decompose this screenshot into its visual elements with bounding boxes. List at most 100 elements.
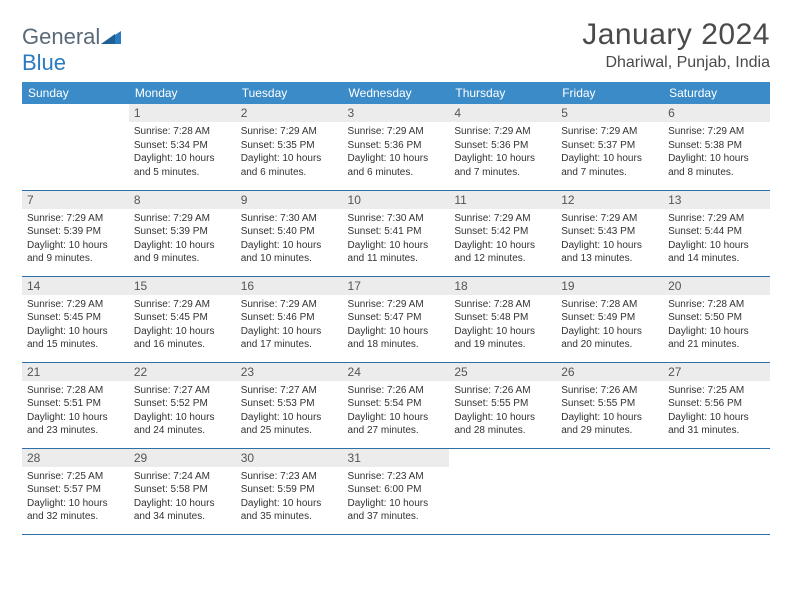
calendar-cell: 11Sunrise: 7:29 AMSunset: 5:42 PMDayligh… (449, 190, 556, 276)
weekday-header: Monday (129, 82, 236, 104)
calendar-cell: 9Sunrise: 7:30 AMSunset: 5:40 PMDaylight… (236, 190, 343, 276)
calendar-cell: 2Sunrise: 7:29 AMSunset: 5:35 PMDaylight… (236, 104, 343, 190)
day-number: 28 (22, 449, 129, 467)
calendar-row: 1Sunrise: 7:28 AMSunset: 5:34 PMDaylight… (22, 104, 770, 190)
calendar-cell: 30Sunrise: 7:23 AMSunset: 5:59 PMDayligh… (236, 448, 343, 534)
day-details: Sunrise: 7:29 AMSunset: 5:36 PMDaylight:… (449, 122, 556, 183)
brand-text: GeneralBlue (22, 24, 121, 76)
day-number: 2 (236, 104, 343, 122)
day-details: Sunrise: 7:29 AMSunset: 5:47 PMDaylight:… (343, 295, 450, 356)
day-details: Sunrise: 7:29 AMSunset: 5:39 PMDaylight:… (129, 209, 236, 270)
calendar-cell: 12Sunrise: 7:29 AMSunset: 5:43 PMDayligh… (556, 190, 663, 276)
day-details: Sunrise: 7:29 AMSunset: 5:45 PMDaylight:… (129, 295, 236, 356)
day-number: 6 (663, 104, 770, 122)
logo-triangle-icon (101, 24, 121, 50)
day-number: 9 (236, 191, 343, 209)
day-details: Sunrise: 7:24 AMSunset: 5:58 PMDaylight:… (129, 467, 236, 528)
calendar-cell: 3Sunrise: 7:29 AMSunset: 5:36 PMDaylight… (343, 104, 450, 190)
calendar-cell: 19Sunrise: 7:28 AMSunset: 5:49 PMDayligh… (556, 276, 663, 362)
header: GeneralBlue January 2024 Dhariwal, Punja… (22, 18, 770, 76)
day-number: 29 (129, 449, 236, 467)
day-details: Sunrise: 7:29 AMSunset: 5:36 PMDaylight:… (343, 122, 450, 183)
calendar-cell: 18Sunrise: 7:28 AMSunset: 5:48 PMDayligh… (449, 276, 556, 362)
calendar-body: 1Sunrise: 7:28 AMSunset: 5:34 PMDaylight… (22, 104, 770, 534)
day-details: Sunrise: 7:26 AMSunset: 5:55 PMDaylight:… (449, 381, 556, 442)
calendar-cell: 20Sunrise: 7:28 AMSunset: 5:50 PMDayligh… (663, 276, 770, 362)
brand-part1: General (22, 24, 100, 49)
day-details: Sunrise: 7:30 AMSunset: 5:41 PMDaylight:… (343, 209, 450, 270)
calendar-cell: 5Sunrise: 7:29 AMSunset: 5:37 PMDaylight… (556, 104, 663, 190)
day-details: Sunrise: 7:23 AMSunset: 6:00 PMDaylight:… (343, 467, 450, 528)
calendar-cell: 8Sunrise: 7:29 AMSunset: 5:39 PMDaylight… (129, 190, 236, 276)
day-number: 24 (343, 363, 450, 381)
day-number: 3 (343, 104, 450, 122)
calendar-row: 28Sunrise: 7:25 AMSunset: 5:57 PMDayligh… (22, 448, 770, 534)
day-number: 21 (22, 363, 129, 381)
day-details: Sunrise: 7:25 AMSunset: 5:57 PMDaylight:… (22, 467, 129, 528)
day-number: 16 (236, 277, 343, 295)
day-number: 13 (663, 191, 770, 209)
calendar-cell: 24Sunrise: 7:26 AMSunset: 5:54 PMDayligh… (343, 362, 450, 448)
day-details: Sunrise: 7:28 AMSunset: 5:51 PMDaylight:… (22, 381, 129, 442)
day-details: Sunrise: 7:26 AMSunset: 5:55 PMDaylight:… (556, 381, 663, 442)
calendar-cell: 23Sunrise: 7:27 AMSunset: 5:53 PMDayligh… (236, 362, 343, 448)
calendar-row: 7Sunrise: 7:29 AMSunset: 5:39 PMDaylight… (22, 190, 770, 276)
calendar-cell (22, 104, 129, 190)
day-number: 30 (236, 449, 343, 467)
calendar-cell: 26Sunrise: 7:26 AMSunset: 5:55 PMDayligh… (556, 362, 663, 448)
calendar-cell: 22Sunrise: 7:27 AMSunset: 5:52 PMDayligh… (129, 362, 236, 448)
month-title: January 2024 (582, 18, 770, 52)
day-details: Sunrise: 7:29 AMSunset: 5:43 PMDaylight:… (556, 209, 663, 270)
day-details: Sunrise: 7:29 AMSunset: 5:46 PMDaylight:… (236, 295, 343, 356)
day-number: 10 (343, 191, 450, 209)
calendar-cell: 31Sunrise: 7:23 AMSunset: 6:00 PMDayligh… (343, 448, 450, 534)
calendar-row: 14Sunrise: 7:29 AMSunset: 5:45 PMDayligh… (22, 276, 770, 362)
calendar-page: GeneralBlue January 2024 Dhariwal, Punja… (0, 0, 792, 535)
day-number: 7 (22, 191, 129, 209)
day-number: 18 (449, 277, 556, 295)
day-details: Sunrise: 7:23 AMSunset: 5:59 PMDaylight:… (236, 467, 343, 528)
day-details: Sunrise: 7:28 AMSunset: 5:49 PMDaylight:… (556, 295, 663, 356)
day-details: Sunrise: 7:30 AMSunset: 5:40 PMDaylight:… (236, 209, 343, 270)
calendar-cell: 10Sunrise: 7:30 AMSunset: 5:41 PMDayligh… (343, 190, 450, 276)
day-number: 14 (22, 277, 129, 295)
calendar-cell: 6Sunrise: 7:29 AMSunset: 5:38 PMDaylight… (663, 104, 770, 190)
day-details: Sunrise: 7:29 AMSunset: 5:42 PMDaylight:… (449, 209, 556, 270)
day-number: 1 (129, 104, 236, 122)
day-number: 11 (449, 191, 556, 209)
day-details: Sunrise: 7:25 AMSunset: 5:56 PMDaylight:… (663, 381, 770, 442)
calendar-cell: 17Sunrise: 7:29 AMSunset: 5:47 PMDayligh… (343, 276, 450, 362)
day-details: Sunrise: 7:29 AMSunset: 5:44 PMDaylight:… (663, 209, 770, 270)
day-number: 8 (129, 191, 236, 209)
calendar-row: 21Sunrise: 7:28 AMSunset: 5:51 PMDayligh… (22, 362, 770, 448)
calendar-head: SundayMondayTuesdayWednesdayThursdayFrid… (22, 82, 770, 104)
day-number: 31 (343, 449, 450, 467)
day-number: 23 (236, 363, 343, 381)
calendar-cell: 29Sunrise: 7:24 AMSunset: 5:58 PMDayligh… (129, 448, 236, 534)
day-number: 25 (449, 363, 556, 381)
day-details: Sunrise: 7:28 AMSunset: 5:48 PMDaylight:… (449, 295, 556, 356)
day-details: Sunrise: 7:27 AMSunset: 5:52 PMDaylight:… (129, 381, 236, 442)
calendar-cell: 28Sunrise: 7:25 AMSunset: 5:57 PMDayligh… (22, 448, 129, 534)
calendar-cell: 13Sunrise: 7:29 AMSunset: 5:44 PMDayligh… (663, 190, 770, 276)
calendar-cell: 21Sunrise: 7:28 AMSunset: 5:51 PMDayligh… (22, 362, 129, 448)
day-details: Sunrise: 7:28 AMSunset: 5:34 PMDaylight:… (129, 122, 236, 183)
day-number: 15 (129, 277, 236, 295)
day-number: 19 (556, 277, 663, 295)
day-number: 12 (556, 191, 663, 209)
day-details: Sunrise: 7:26 AMSunset: 5:54 PMDaylight:… (343, 381, 450, 442)
calendar-cell: 7Sunrise: 7:29 AMSunset: 5:39 PMDaylight… (22, 190, 129, 276)
weekday-header: Wednesday (343, 82, 450, 104)
calendar-cell (449, 448, 556, 534)
brand-logo: GeneralBlue (22, 18, 121, 76)
day-number: 20 (663, 277, 770, 295)
calendar-cell: 4Sunrise: 7:29 AMSunset: 5:36 PMDaylight… (449, 104, 556, 190)
day-details: Sunrise: 7:29 AMSunset: 5:39 PMDaylight:… (22, 209, 129, 270)
calendar-cell (663, 448, 770, 534)
day-number: 5 (556, 104, 663, 122)
weekday-header: Saturday (663, 82, 770, 104)
day-details: Sunrise: 7:29 AMSunset: 5:35 PMDaylight:… (236, 122, 343, 183)
calendar-cell (556, 448, 663, 534)
calendar-cell: 25Sunrise: 7:26 AMSunset: 5:55 PMDayligh… (449, 362, 556, 448)
day-number: 22 (129, 363, 236, 381)
